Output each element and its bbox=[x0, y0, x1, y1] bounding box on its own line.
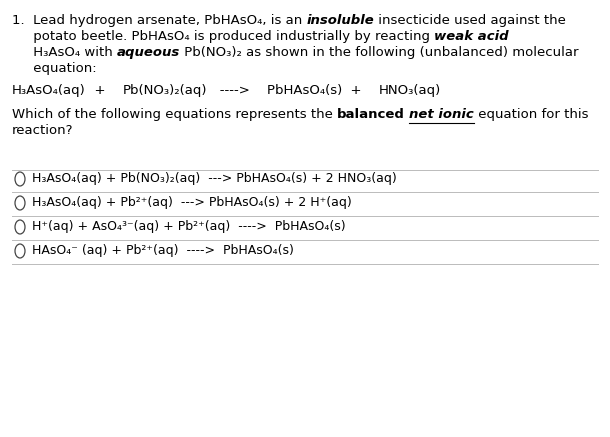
Text: H₃AsO₄(aq): H₃AsO₄(aq) bbox=[12, 84, 86, 97]
Text: balanced: balanced bbox=[337, 108, 405, 121]
Text: reaction?: reaction? bbox=[12, 124, 73, 137]
Text: H⁺(aq) + AsO₄³⁻(aq) + Pb²⁺(aq)  ---->  PbHAsO₄(s): H⁺(aq) + AsO₄³⁻(aq) + Pb²⁺(aq) ----> PbH… bbox=[32, 220, 346, 233]
Text: HNO₃(aq): HNO₃(aq) bbox=[378, 84, 440, 97]
Text: weak acid: weak acid bbox=[434, 30, 509, 43]
Text: HAsO₄⁻ (aq) + Pb²⁺(aq)  ---->  PbHAsO₄(s): HAsO₄⁻ (aq) + Pb²⁺(aq) ----> PbHAsO₄(s) bbox=[32, 244, 294, 257]
Text: H₃AsO₄ with: H₃AsO₄ with bbox=[12, 46, 117, 59]
Text: insoluble: insoluble bbox=[306, 14, 375, 27]
Text: +: + bbox=[342, 84, 378, 97]
Text: potato beetle. PbHAsO₄ is produced industrially by reacting: potato beetle. PbHAsO₄ is produced indus… bbox=[12, 30, 434, 43]
Text: Pb(NO₃)₂ as shown in the following (unbalanced) molecular: Pb(NO₃)₂ as shown in the following (unba… bbox=[180, 46, 579, 59]
Text: ---->: ----> bbox=[207, 84, 249, 97]
Text: aqueous: aqueous bbox=[117, 46, 180, 59]
Text: net ionic: net ionic bbox=[409, 108, 474, 121]
Text: equation:: equation: bbox=[12, 62, 96, 75]
Text: 1.  Lead hydrogen arsenate, PbHAsO₄, is an: 1. Lead hydrogen arsenate, PbHAsO₄, is a… bbox=[12, 14, 306, 27]
Text: insecticide used against the: insecticide used against the bbox=[375, 14, 566, 27]
Text: H₃AsO₄(aq) + Pb²⁺(aq)  ---> PbHAsO₄(s) + 2 H⁺(aq): H₃AsO₄(aq) + Pb²⁺(aq) ---> PbHAsO₄(s) + … bbox=[32, 196, 352, 209]
Text: equation for this: equation for this bbox=[474, 108, 589, 121]
Text: PbHAsO₄(s): PbHAsO₄(s) bbox=[249, 84, 342, 97]
Text: Which of the following equations represents the: Which of the following equations represe… bbox=[12, 108, 337, 121]
Text: H₃AsO₄(aq) + Pb(NO₃)₂(aq)  ---> PbHAsO₄(s) + 2 HNO₃(aq): H₃AsO₄(aq) + Pb(NO₃)₂(aq) ---> PbHAsO₄(s… bbox=[32, 172, 396, 185]
Text: +: + bbox=[86, 84, 122, 97]
Text: Pb(NO₃)₂(aq): Pb(NO₃)₂(aq) bbox=[122, 84, 207, 97]
